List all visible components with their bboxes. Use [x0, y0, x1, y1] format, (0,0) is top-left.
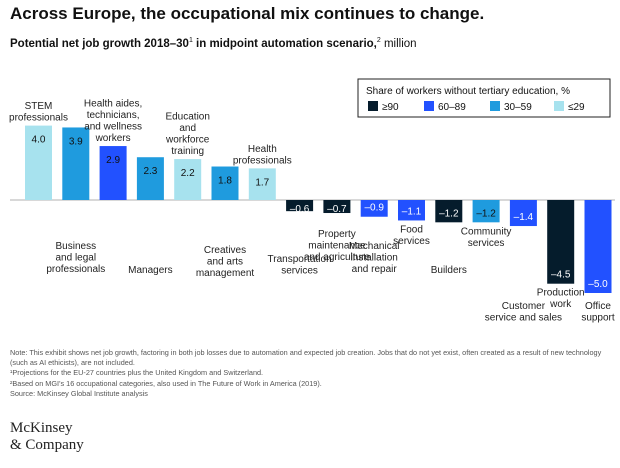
legend-label: ≥90 — [382, 102, 399, 113]
chart-subtitle: Potential net job growth 2018–301 in mid… — [10, 37, 417, 50]
bar — [25, 125, 52, 200]
legend-box — [357, 78, 611, 118]
category-label: STEM professionals — [9, 101, 68, 124]
data-label: –0.9 — [364, 203, 384, 214]
bar — [398, 200, 425, 221]
bar — [62, 127, 90, 200]
data-label: –0.7 — [327, 204, 347, 215]
legend-swatch — [424, 101, 434, 111]
category-label: Property maintenance and agriculture — [304, 229, 371, 263]
data-label: –1.1 — [402, 206, 422, 217]
bar — [509, 200, 537, 227]
source-note: Source: McKinsey Global Institute analys… — [10, 388, 148, 398]
legend-title: Share of workers without tertiary educat… — [366, 86, 570, 97]
bar — [584, 200, 612, 293]
bar — [174, 159, 202, 200]
data-label: –5.0 — [588, 279, 608, 290]
category-label: Builders — [431, 265, 467, 276]
data-label: –4.5 — [551, 270, 571, 281]
data-label: –1.2 — [476, 208, 496, 219]
bar — [323, 200, 351, 214]
data-label: 4.0 — [32, 135, 46, 146]
data-label: 3.9 — [69, 136, 83, 147]
bar — [136, 157, 164, 200]
chart-title: Across Europe, the occupational mix cont… — [10, 4, 485, 23]
legend-swatch — [554, 101, 564, 111]
legend-label: ≤29 — [568, 102, 585, 113]
footnote-ref-2: 2 — [376, 37, 381, 44]
mckinsey-logo: McKinsey & Company — [10, 420, 84, 454]
data-label: 2.2 — [181, 168, 195, 179]
category-label: Creatives and arts management — [196, 245, 255, 279]
legend-label: 30–59 — [504, 102, 532, 113]
category-label: Transportation services — [268, 254, 332, 277]
subtitle-main: Potential net job growth 2018–30 — [10, 37, 189, 50]
legend-label: 60–89 — [438, 102, 466, 113]
data-label: –1.2 — [439, 208, 459, 219]
bar-chart: 4.0 STEM professionals 3.9 Business and legal… — [9, 78, 615, 324]
bar — [99, 146, 127, 200]
bar — [248, 168, 276, 200]
category-label: Education and workforce training — [165, 112, 210, 158]
category-label: Food services — [393, 224, 430, 247]
legend-swatch — [368, 101, 378, 111]
footnote-2: ²Based on MGI's 16 occupational categori… — [10, 378, 322, 388]
logo-line-2: & Company — [10, 437, 84, 453]
category-label: Mechanical installation and repair — [349, 241, 400, 275]
data-label: 2.9 — [106, 155, 120, 166]
category-label: Health professionals — [233, 144, 292, 167]
data-label: –0.6 — [290, 204, 310, 215]
subtitle-unit: million — [380, 37, 417, 50]
note-text: Note: This exhibit shows net job growth,… — [10, 348, 602, 368]
bar — [286, 200, 314, 212]
category-label: Business and legal professionals — [46, 241, 105, 275]
logo-line-1: McKinsey — [10, 420, 73, 436]
data-label: 1.8 — [218, 176, 232, 187]
footnotes: Note: This exhibit shows net job growth,… — [10, 348, 610, 399]
category-label: Health aides, technicians, and wellness wor… — [84, 99, 142, 145]
category-label: Community services — [461, 226, 512, 249]
data-label: –1.4 — [514, 212, 534, 223]
bar — [547, 200, 575, 284]
subtitle-scenario: in midpoint automation scenario, — [192, 37, 377, 50]
legend-swatch — [490, 101, 500, 111]
category-label: Office support — [581, 301, 615, 324]
footnote-ref-1: 1 — [188, 37, 193, 44]
category-label: Managers — [128, 265, 172, 276]
category-label: Customer service and sales — [485, 301, 562, 324]
bar — [435, 200, 463, 223]
category-label: Production work — [537, 288, 585, 311]
bar — [360, 200, 388, 217]
footnote-1: ¹Projections for the EU-27 countries plu… — [10, 368, 264, 378]
bar — [211, 166, 239, 200]
bar — [472, 200, 500, 223]
data-label: 2.3 — [143, 166, 157, 177]
data-label: 1.7 — [255, 177, 269, 188]
